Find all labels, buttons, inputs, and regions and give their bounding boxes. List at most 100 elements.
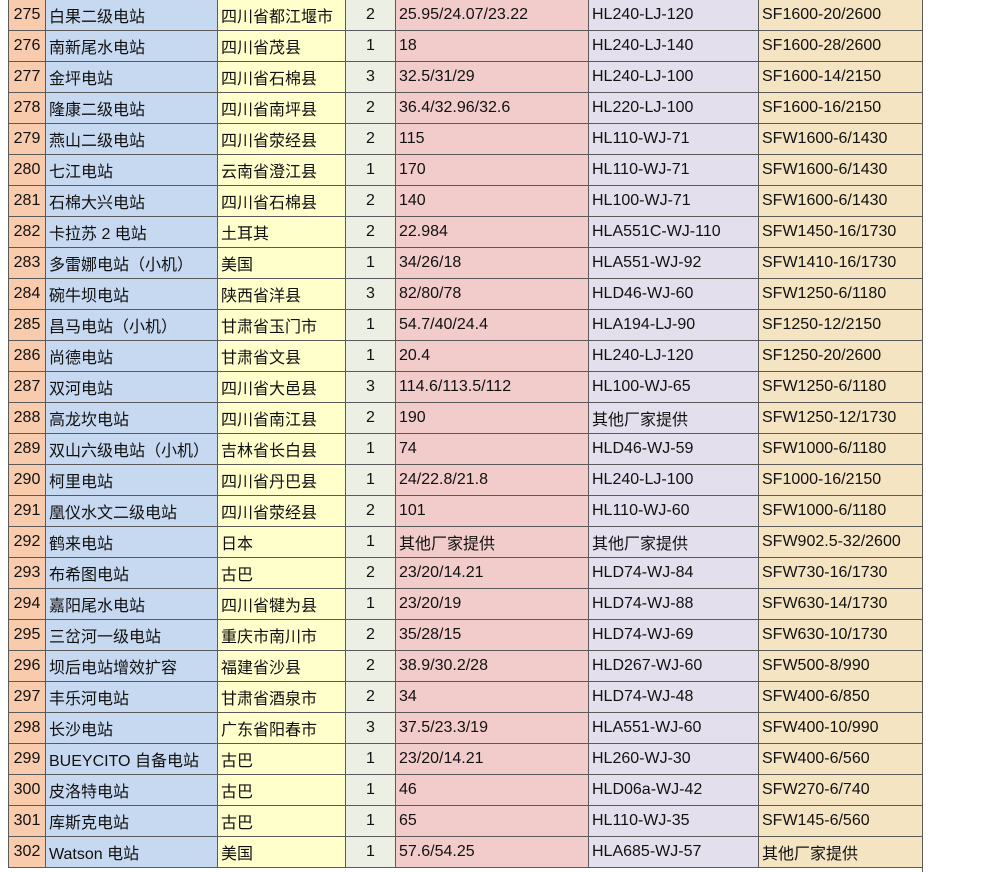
unit-count-cell[interactable]: 1 (345, 154, 396, 186)
turbine-model-cell[interactable]: HLA551-WJ-60 (588, 712, 759, 744)
row-number-cell[interactable]: 285 (8, 309, 46, 341)
turbine-model-cell[interactable]: 其他厂家提供 (588, 526, 759, 558)
generator-model-cell[interactable]: SFW270-6/740 (758, 774, 923, 806)
unit-count-cell[interactable]: 2 (345, 185, 396, 217)
turbine-model-cell[interactable]: HL110-WJ-71 (588, 123, 759, 155)
unit-count-cell[interactable]: 1 (345, 805, 396, 837)
station-name-cell[interactable]: 南新尾水电站 (45, 30, 218, 62)
turbine-model-cell[interactable]: HLD74-WJ-88 (588, 588, 759, 620)
generator-model-cell[interactable]: SF1250-12/2150 (758, 309, 923, 341)
location-cell[interactable]: 四川省荥经县 (217, 123, 346, 155)
location-cell[interactable]: 古巴 (217, 805, 346, 837)
turbine-model-cell[interactable]: HL110-WJ-35 (588, 805, 759, 837)
row-number-cell[interactable]: 277 (8, 61, 46, 93)
row-number-cell[interactable]: 295 (8, 619, 46, 651)
station-name-cell[interactable]: 柯里电站 (45, 464, 218, 496)
generator-model-cell[interactable]: SFW630-10/1730 (758, 619, 923, 651)
row-number-cell[interactable]: 294 (8, 588, 46, 620)
unit-count-cell[interactable]: 1 (345, 247, 396, 279)
unit-count-cell[interactable]: 1 (345, 588, 396, 620)
water-head-cell[interactable]: 82/80/78 (395, 278, 589, 310)
location-cell[interactable]: 重庆市南川市 (217, 619, 346, 651)
station-name-cell[interactable]: 丰乐河电站 (45, 681, 218, 713)
turbine-model-cell[interactable]: HL220-LJ-100 (588, 92, 759, 124)
unit-count-cell[interactable]: 2 (345, 216, 396, 248)
location-cell[interactable]: 甘肃省玉门市 (217, 309, 346, 341)
location-cell[interactable]: 四川省茂县 (217, 30, 346, 62)
turbine-model-cell[interactable]: HL240-LJ-120 (588, 340, 759, 372)
unit-count-cell[interactable]: 1 (345, 774, 396, 806)
location-cell[interactable]: 广东省阳春市 (217, 712, 346, 744)
water-head-cell[interactable]: 35/28/15 (395, 619, 589, 651)
unit-count-cell[interactable]: 2 (345, 92, 396, 124)
station-name-cell[interactable]: 七江电站 (45, 154, 218, 186)
generator-model-cell[interactable]: SFW1000-6/1180 (758, 433, 923, 465)
generator-model-cell[interactable]: SF1250-20/2600 (758, 340, 923, 372)
unit-count-cell[interactable]: 2 (345, 557, 396, 589)
row-number-cell[interactable]: 302 (8, 836, 46, 868)
water-head-cell[interactable]: 18 (395, 30, 589, 62)
water-head-cell[interactable]: 190 (395, 402, 589, 434)
turbine-model-cell[interactable]: HL240-LJ-140 (588, 30, 759, 62)
water-head-cell[interactable]: 34 (395, 681, 589, 713)
water-head-cell[interactable]: 36.4/32.96/32.6 (395, 92, 589, 124)
row-number-cell[interactable]: 281 (8, 185, 46, 217)
unit-count-cell[interactable]: 1 (345, 30, 396, 62)
water-head-cell[interactable]: 46 (395, 774, 589, 806)
generator-model-cell[interactable]: SF1600-14/2150 (758, 61, 923, 93)
location-cell[interactable]: 美国 (217, 247, 346, 279)
row-number-cell[interactable]: 301 (8, 805, 46, 837)
station-name-cell[interactable]: BUEYCITO 自备电站 (45, 743, 218, 775)
station-name-cell[interactable]: 长沙电站 (45, 712, 218, 744)
turbine-model-cell[interactable]: HLA551-WJ-92 (588, 247, 759, 279)
unit-count-cell[interactable]: 2 (345, 619, 396, 651)
location-cell[interactable]: 甘肃省文县 (217, 340, 346, 372)
location-cell[interactable]: 古巴 (217, 774, 346, 806)
water-head-cell[interactable]: 114.6/113.5/112 (395, 371, 589, 403)
location-cell[interactable]: 土耳其 (217, 216, 346, 248)
generator-model-cell[interactable]: SFW1000-6/1180 (758, 495, 923, 527)
location-cell[interactable]: 甘肃省酒泉市 (217, 681, 346, 713)
row-number-cell[interactable]: 291 (8, 495, 46, 527)
row-number-cell[interactable]: 290 (8, 464, 46, 496)
row-number-cell[interactable]: 298 (8, 712, 46, 744)
station-name-cell[interactable]: 白果二级电站 (45, 0, 218, 31)
turbine-model-cell[interactable]: HL110-WJ-71 (588, 154, 759, 186)
station-name-cell[interactable]: 凰仪水文二级电站 (45, 495, 218, 527)
location-cell[interactable]: 四川省南坪县 (217, 92, 346, 124)
turbine-model-cell[interactable]: HL240-LJ-120 (588, 0, 759, 31)
unit-count-cell[interactable]: 1 (345, 340, 396, 372)
generator-model-cell[interactable]: SFW1600-6/1430 (758, 154, 923, 186)
row-number-cell[interactable]: 279 (8, 123, 46, 155)
unit-count-cell[interactable]: 2 (345, 495, 396, 527)
unit-count-cell[interactable]: 2 (345, 0, 396, 31)
water-head-cell[interactable]: 54.7/40/24.4 (395, 309, 589, 341)
row-number-cell[interactable]: 286 (8, 340, 46, 372)
row-number-cell[interactable]: 284 (8, 278, 46, 310)
generator-model-cell[interactable]: SFW630-14/1730 (758, 588, 923, 620)
water-head-cell[interactable]: 24/22.8/21.8 (395, 464, 589, 496)
generator-model-cell[interactable]: SF1600-28/2600 (758, 30, 923, 62)
water-head-cell[interactable]: 115 (395, 123, 589, 155)
row-number-cell[interactable]: 276 (8, 30, 46, 62)
generator-model-cell[interactable]: SFW1600-6/1430 (758, 123, 923, 155)
unit-count-cell[interactable]: 1 (345, 433, 396, 465)
turbine-model-cell[interactable]: HLD46-WJ-60 (588, 278, 759, 310)
station-name-cell[interactable]: 双山六级电站（小机） (45, 433, 218, 465)
generator-model-cell[interactable]: SFW500-8/990 (758, 650, 923, 682)
station-name-cell[interactable]: Watson 电站 (45, 836, 218, 868)
water-head-cell[interactable]: 65 (395, 805, 589, 837)
row-number-cell[interactable]: 282 (8, 216, 46, 248)
water-head-cell[interactable]: 23/20/14.21 (395, 743, 589, 775)
generator-model-cell[interactable]: SFW1450-16/1730 (758, 216, 923, 248)
generator-model-cell[interactable]: SFW400-6/560 (758, 743, 923, 775)
unit-count-cell[interactable]: 2 (345, 123, 396, 155)
location-cell[interactable]: 四川省石棉县 (217, 185, 346, 217)
unit-count-cell[interactable]: 1 (345, 309, 396, 341)
row-number-cell[interactable]: 280 (8, 154, 46, 186)
water-head-cell[interactable]: 20.4 (395, 340, 589, 372)
location-cell[interactable]: 四川省大邑县 (217, 371, 346, 403)
row-number-cell[interactable]: 289 (8, 433, 46, 465)
turbine-model-cell[interactable]: HLD74-WJ-69 (588, 619, 759, 651)
water-head-cell[interactable]: 57.6/54.25 (395, 836, 589, 868)
